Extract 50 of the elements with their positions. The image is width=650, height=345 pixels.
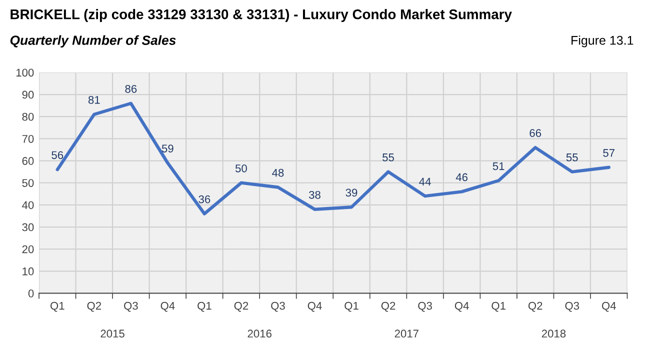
x-tick-label: Q3 xyxy=(271,302,285,312)
caption: Figure 13.1 xyxy=(572,36,634,48)
x-tick-label: Q2 xyxy=(234,302,248,312)
x-tick-label: Q2 xyxy=(87,302,101,312)
x-tick-label: Q2 xyxy=(528,302,542,312)
data-label: 55 xyxy=(566,154,578,162)
chart-subtitle: Quarterly Number of Sales xyxy=(10,35,176,48)
y-tick-label: 60 xyxy=(22,157,34,165)
data-label: 36 xyxy=(198,195,210,204)
x-tick-label: Q1 xyxy=(344,302,358,312)
data-label: 50 xyxy=(235,164,247,172)
data-label: 39 xyxy=(346,188,358,197)
y-tick-label: 10 xyxy=(22,267,34,276)
text: 2016 xyxy=(248,330,272,338)
x-tick-label: Q4 xyxy=(308,302,322,312)
data-label: 46 xyxy=(456,173,468,182)
y-tick-label: 90 xyxy=(22,90,34,99)
text: 2018 xyxy=(542,330,566,338)
x-tick-label: Q4 xyxy=(160,302,175,312)
x-tick-label: Q3 xyxy=(565,302,580,312)
data-label: 55 xyxy=(382,154,394,162)
data-label: 51 xyxy=(492,162,504,170)
y-tick-label: 40 xyxy=(22,201,34,210)
x-tick-label: Q2 xyxy=(381,302,396,312)
data-label: 81 xyxy=(88,96,100,104)
data-label: 38 xyxy=(308,190,320,199)
x-tick-label: Q3 xyxy=(124,302,138,312)
x-tick-label: Q4 xyxy=(454,302,469,312)
y-tick-label: 20 xyxy=(22,245,34,254)
x-tick-label: Q1 xyxy=(492,302,506,312)
y-tick-label: 30 xyxy=(22,223,34,232)
y-tick-label: 70 xyxy=(22,134,34,143)
data-label: 66 xyxy=(530,129,542,137)
chart-title: BRICKELL (zip code 33129 33130 & 33131) - Luxury Condo Market Summary xyxy=(10,9,512,22)
x-tick-label: Q1 xyxy=(50,302,64,312)
y-tick-label: 50 xyxy=(22,179,34,187)
text: 2017 xyxy=(394,330,418,338)
data-label: 56 xyxy=(52,151,64,160)
x-tick-label: Q3 xyxy=(418,302,432,312)
text: 2015 xyxy=(100,330,124,338)
x-tick-label: Q1 xyxy=(198,302,212,312)
y-tick-label: 100 xyxy=(16,68,34,77)
data-label: 59 xyxy=(162,144,174,152)
x-tick-label: Q4 xyxy=(602,302,616,312)
data-label: 57 xyxy=(603,149,614,157)
data-label: 48 xyxy=(272,168,284,177)
data-label: 86 xyxy=(125,84,137,93)
y-tick-label: 0 xyxy=(28,290,34,298)
data-label: 44 xyxy=(419,178,431,186)
y-tick-label: 80 xyxy=(22,112,34,121)
